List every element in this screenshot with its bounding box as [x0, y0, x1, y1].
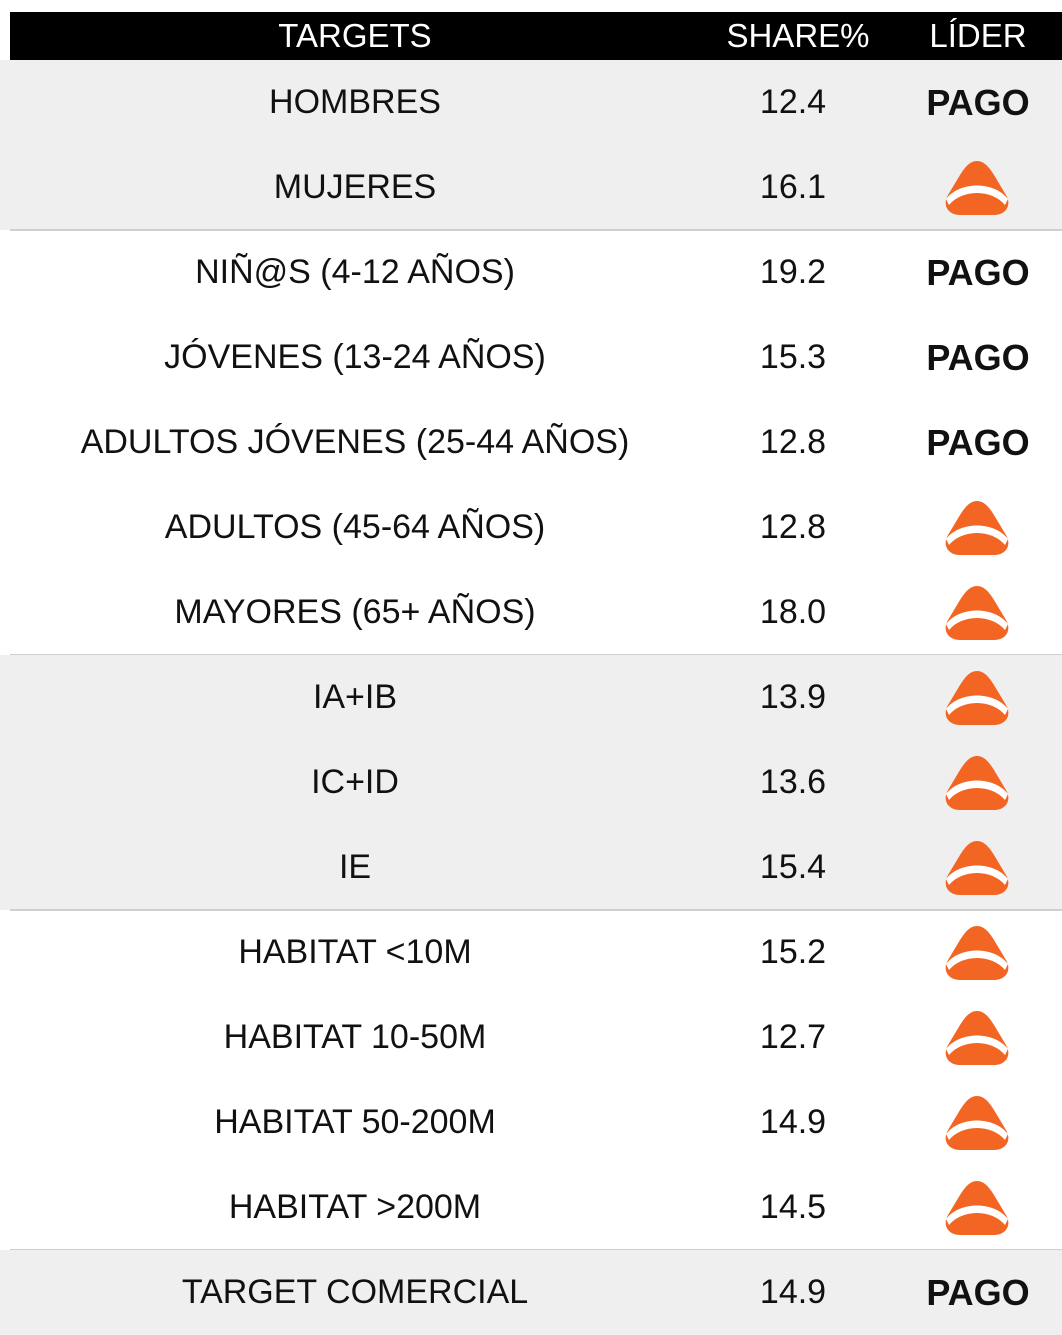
- target-cell: IA+IB: [312, 678, 398, 716]
- table-row: HABITAT <10M 15.2: [0, 910, 1062, 995]
- leader-cell: PAGO: [926, 422, 1030, 463]
- target-cell: HABITAT 10-50M: [223, 1018, 487, 1056]
- antena3-logo: [945, 586, 1009, 640]
- antena3-logo: [945, 501, 1009, 555]
- target-cell: JÓVENES (13-24 AÑOS): [164, 338, 546, 376]
- header-share: SHARE%: [726, 17, 870, 54]
- share-cell: 12.8: [759, 508, 827, 546]
- target-cell: NIÑ@S (4-12 AÑOS): [195, 253, 515, 291]
- share-cell: 15.4: [759, 848, 827, 886]
- share-cell: 13.9: [759, 678, 827, 716]
- table-row: IE 15.4: [0, 825, 1062, 910]
- table-row: JÓVENES (13-24 AÑOS) 15.3 PAGO: [0, 315, 1062, 400]
- target-cell: HABITAT 50-200M: [214, 1103, 496, 1141]
- share-cell: 12.8: [759, 423, 827, 461]
- share-cell: 15.2: [759, 933, 827, 971]
- antena3-logo: [945, 1181, 1009, 1235]
- leader-cell: PAGO: [926, 337, 1030, 378]
- row-group: HABITAT <10M 15.2 HABITAT 10-50M 12.7 HABITA…: [0, 910, 1062, 1250]
- antena3-logo: [945, 756, 1009, 810]
- target-cell: IE: [338, 848, 372, 886]
- table-row: NIÑ@S (4-12 AÑOS) 19.2 PAGO: [0, 230, 1062, 315]
- row-group: HOMBRES 12.4 PAGO MUJERES 16.1: [0, 60, 1062, 230]
- share-cell: 14.5: [759, 1188, 827, 1226]
- row-group: IA+IB 13.9 IC+ID 13.6 IE 15.4: [0, 655, 1062, 910]
- share-cell: 14.9: [759, 1103, 827, 1141]
- table-row: HABITAT >200M 14.5: [0, 1165, 1062, 1250]
- share-cell: 12.7: [759, 1018, 827, 1056]
- share-cell: 18.0: [759, 593, 827, 631]
- table-row: MUJERES 16.1: [0, 145, 1062, 230]
- table-row: HABITAT 50-200M 14.9: [0, 1080, 1062, 1165]
- header-bar: TARGETS SHARE% LÍDER: [10, 12, 1062, 60]
- separator: [10, 229, 1062, 231]
- target-cell: IC+ID: [311, 763, 399, 801]
- antena3-logo: [945, 841, 1009, 895]
- target-cell: HOMBRES: [269, 83, 441, 121]
- leader-cell: PAGO: [926, 1272, 1030, 1313]
- target-cell: HABITAT <10M: [238, 933, 472, 971]
- leader-cell: PAGO: [926, 82, 1030, 123]
- leader-cell: PAGO: [926, 252, 1030, 293]
- target-cell: TARGET COMERCIAL: [181, 1273, 529, 1311]
- table-row: HOMBRES 12.4 PAGO: [0, 60, 1062, 145]
- table-row: IC+ID 13.6: [0, 740, 1062, 825]
- header-leader: LÍDER: [929, 17, 1027, 54]
- share-cell: 16.1: [759, 168, 827, 206]
- row-group: TARGET COMERCIAL 14.9 PAGO: [0, 1250, 1062, 1335]
- table-row: ADULTOS JÓVENES (25-44 AÑOS) 12.8 PAGO: [0, 400, 1062, 485]
- target-cell: ADULTOS (45-64 AÑOS): [164, 508, 546, 546]
- target-cell: ADULTOS JÓVENES (25-44 AÑOS): [80, 423, 630, 461]
- share-cell: 15.3: [759, 338, 827, 376]
- target-cell: MUJERES: [273, 168, 437, 206]
- target-cell: HABITAT >200M: [228, 1188, 482, 1226]
- header-targets: TARGETS: [278, 17, 432, 54]
- antena3-logo: [945, 1096, 1009, 1150]
- antena3-logo: [945, 161, 1009, 215]
- row-group: NIÑ@S (4-12 AÑOS) 19.2 PAGO JÓVENES (13-24 …: [0, 230, 1062, 655]
- table-row: HABITAT 10-50M 12.7: [0, 995, 1062, 1080]
- share-cell: 14.9: [759, 1273, 827, 1311]
- table-row: MAYORES (65+ AÑOS) 18.0: [0, 570, 1062, 655]
- antena3-logo: [945, 926, 1009, 980]
- share-cell: 19.2: [759, 253, 827, 291]
- antena3-logo: [945, 1011, 1009, 1065]
- table-row: ADULTOS (45-64 AÑOS) 12.8: [0, 485, 1062, 570]
- target-cell: MAYORES (65+ AÑOS): [174, 593, 536, 631]
- share-cell: 13.6: [759, 763, 827, 801]
- antena3-logo: [945, 671, 1009, 725]
- share-cell: 12.4: [759, 83, 827, 121]
- table-row: IA+IB 13.9: [0, 655, 1062, 740]
- separator: [10, 909, 1062, 911]
- table-row: TARGET COMERCIAL 14.9 PAGO: [0, 1250, 1062, 1335]
